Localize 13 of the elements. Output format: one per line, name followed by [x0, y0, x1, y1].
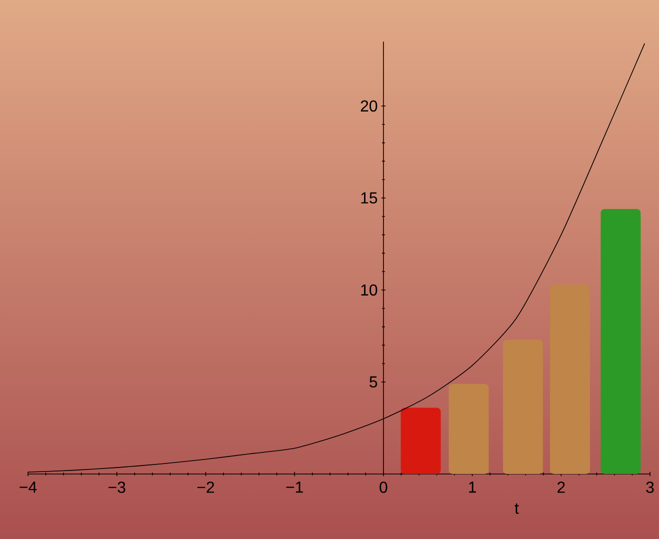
- y-tick-label: 20: [360, 100, 378, 112]
- x-tick-label: 2: [558, 482, 565, 493]
- y-tick-label: 15: [361, 192, 378, 204]
- y-tick-label: 5: [370, 376, 378, 388]
- x-tick-label: −4: [20, 482, 37, 493]
- x-tick-label: 3: [646, 482, 654, 493]
- x-tick-label: −2: [197, 482, 214, 493]
- x-tick-label: 1: [469, 482, 476, 493]
- y-tick-label: 10: [361, 284, 378, 296]
- x-tick-label: −1: [286, 482, 303, 493]
- x-tick-label: −3: [108, 482, 126, 493]
- x-axis-title: t: [514, 503, 519, 514]
- x-tick-label: 0: [380, 482, 388, 493]
